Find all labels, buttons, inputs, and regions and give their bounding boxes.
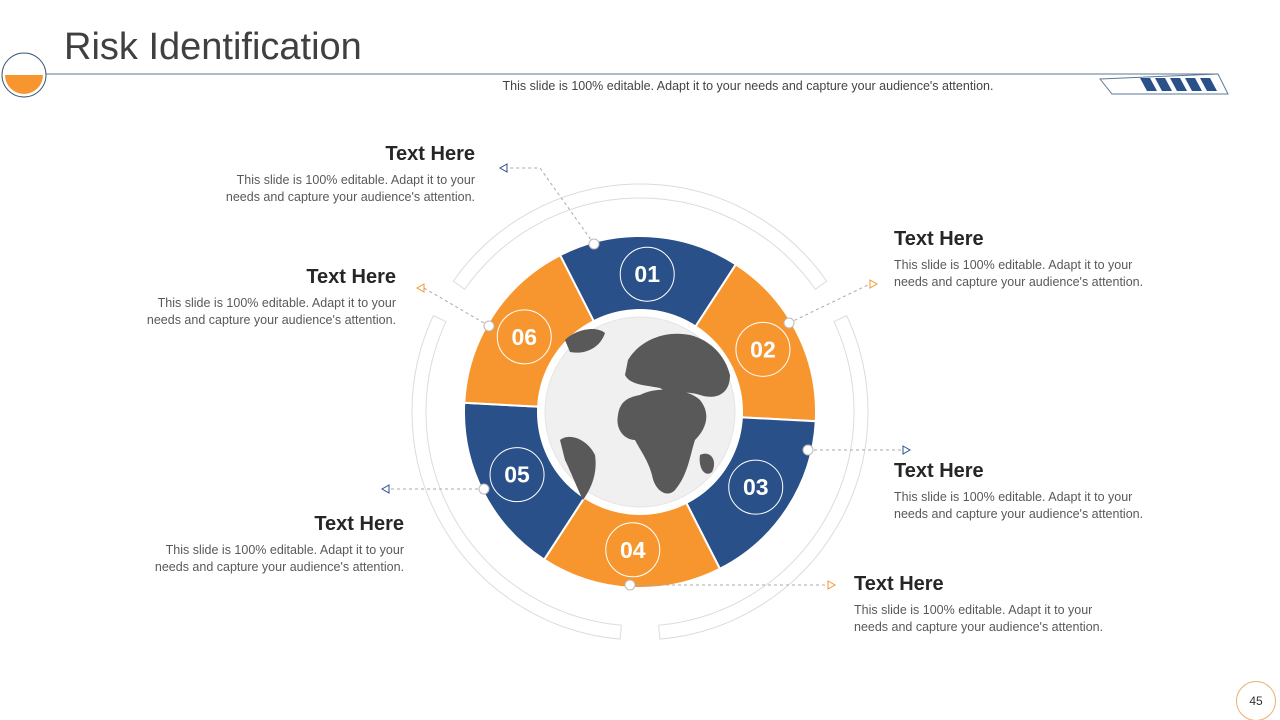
heading: Text Here: [306, 266, 396, 288]
connector-dot: [478, 483, 490, 495]
number-circle: [489, 447, 545, 503]
segment-number: 06: [511, 324, 537, 350]
body: This slide is 100% editable. Adapt it to…: [236, 173, 475, 187]
triangle-marker-icon: [380, 484, 390, 494]
number-circle: [496, 309, 552, 365]
segment-ring: 01 02 03 04 05 06: [463, 235, 817, 589]
connector-dot: [588, 238, 600, 250]
segment-number: 02: [750, 336, 776, 362]
outer-arc: [658, 314, 869, 640]
body: This slide is 100% editable. Adapt it to…: [157, 296, 396, 310]
triangle-marker-icon: [415, 283, 425, 293]
body: This slide is 100% editable. Adapt it to…: [854, 603, 1093, 617]
text-block-05: Text Here This slide is 100% editable. A…: [104, 513, 404, 576]
globe-land-icon: [560, 329, 730, 500]
number-circle: [735, 321, 791, 377]
connector-dot: [783, 317, 795, 329]
heading: Text Here: [314, 513, 404, 535]
triangle-marker-icon: [869, 279, 879, 289]
body: This slide is 100% editable. Adapt it to…: [894, 490, 1133, 504]
body: needs and capture your audience's attent…: [894, 275, 1144, 289]
outer-arc: [452, 183, 828, 290]
segment-number: 05: [504, 462, 530, 488]
outer-arcs: [411, 183, 869, 640]
page-number: 45: [1236, 681, 1276, 720]
triangle-marker-icon: [498, 163, 508, 173]
text-block-03: Text Here This slide is 100% editable. A…: [894, 460, 1194, 523]
segment-number: 04: [620, 537, 646, 563]
text-block-01: Text Here This slide is 100% editable. A…: [175, 143, 475, 206]
body: This slide is 100% editable. Adapt it to…: [894, 258, 1133, 272]
connector-line: [788, 283, 871, 324]
outer-arc: [411, 314, 622, 640]
text-block-04: Text Here This slide is 100% editable. A…: [854, 573, 1154, 636]
connectors: [380, 163, 912, 591]
connector-line: [507, 167, 595, 245]
header-stripes-icon: [1140, 78, 1217, 91]
heading: Text Here: [894, 460, 984, 482]
logo-half-icon: [5, 75, 43, 94]
page-subtitle: This slide is 100% editable. Adapt it to…: [502, 79, 994, 93]
body: needs and capture your audience's attent…: [154, 560, 404, 574]
number-circle: [605, 522, 661, 578]
segment-number: 01: [634, 261, 660, 287]
connector-dot: [624, 579, 636, 591]
triangle-marker-icon: [902, 445, 912, 455]
body: This slide is 100% editable. Adapt it to…: [165, 543, 404, 557]
number-circle: [619, 246, 675, 302]
triangle-marker-icon: [827, 580, 837, 590]
heading: Text Here: [385, 143, 475, 165]
connector-dot: [483, 320, 495, 332]
body: needs and capture your audience's attent…: [894, 507, 1144, 521]
text-block-06: Text Here This slide is 100% editable. A…: [96, 266, 396, 329]
body: needs and capture your audience's attent…: [146, 313, 396, 327]
body: needs and capture your audience's attent…: [225, 190, 475, 204]
connector-line: [423, 287, 490, 327]
text-block-02: Text Here This slide is 100% editable. A…: [894, 228, 1194, 291]
body: needs and capture your audience's attent…: [854, 620, 1104, 634]
connector-dot: [802, 444, 814, 456]
segment-number: 03: [743, 474, 769, 500]
heading: Text Here: [854, 573, 944, 595]
heading: Text Here: [894, 228, 984, 250]
page-title: Risk Identification: [64, 26, 362, 68]
number-circle: [728, 459, 784, 515]
